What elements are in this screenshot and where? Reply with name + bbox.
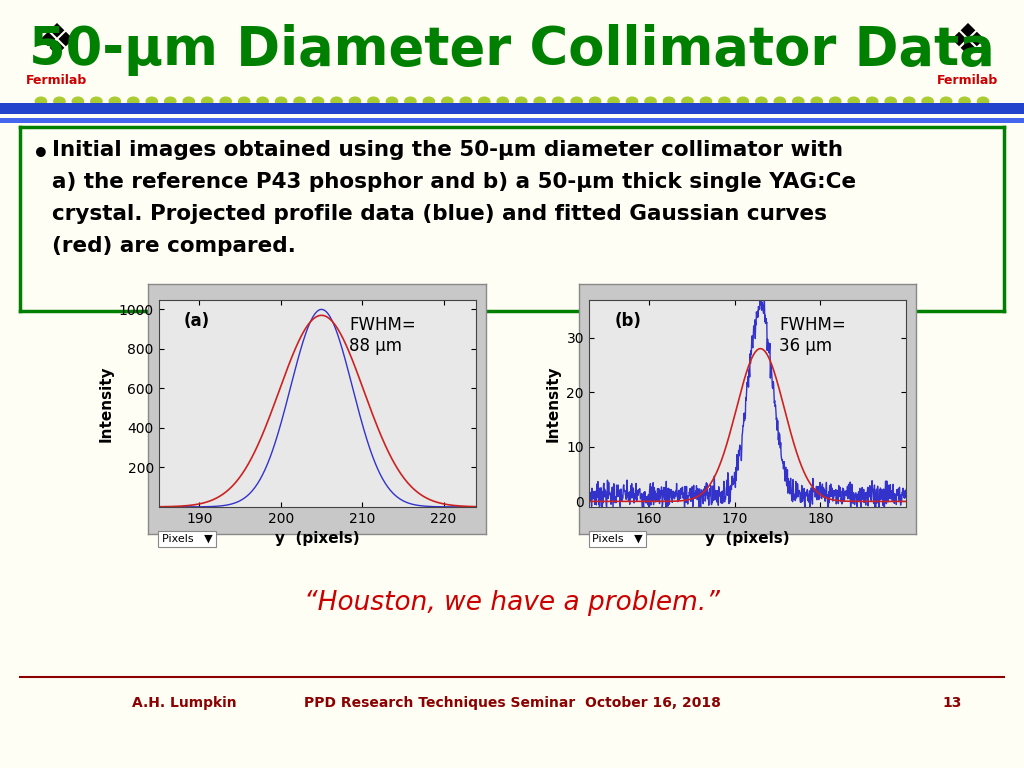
- Text: Pixels   ▼: Pixels ▼: [162, 534, 212, 545]
- Text: 50-μm Diameter Collimator Data: 50-μm Diameter Collimator Data: [29, 24, 995, 76]
- Y-axis label: Intensity: Intensity: [98, 365, 114, 442]
- X-axis label: y  (pixels): y (pixels): [706, 531, 790, 546]
- Text: PPD Research Techniques Seminar  October 16, 2018: PPD Research Techniques Seminar October …: [303, 696, 721, 710]
- Y-axis label: Intensity: Intensity: [546, 365, 561, 442]
- Text: ❖: ❖: [948, 21, 987, 64]
- Text: •: •: [33, 141, 50, 170]
- Text: Pixels   ▼: Pixels ▼: [592, 534, 642, 545]
- Text: Fermilab: Fermilab: [26, 74, 87, 87]
- Text: (b): (b): [614, 312, 641, 330]
- X-axis label: y  (pixels): y (pixels): [275, 531, 359, 546]
- Text: FWHM=
36 μm: FWHM= 36 μm: [779, 316, 846, 355]
- Text: (a): (a): [184, 312, 210, 330]
- Text: Initial images obtained using the 50-μm diameter collimator with
a) the referenc: Initial images obtained using the 50-μm …: [52, 140, 856, 256]
- Text: A.H. Lumpkin: A.H. Lumpkin: [132, 696, 237, 710]
- Text: “Houston, we have a problem.”: “Houston, we have a problem.”: [304, 590, 720, 616]
- Text: 13: 13: [943, 696, 962, 710]
- Text: ❖: ❖: [37, 21, 76, 64]
- Text: Fermilab: Fermilab: [937, 74, 998, 87]
- Text: FWHM=
88 μm: FWHM= 88 μm: [349, 316, 416, 355]
